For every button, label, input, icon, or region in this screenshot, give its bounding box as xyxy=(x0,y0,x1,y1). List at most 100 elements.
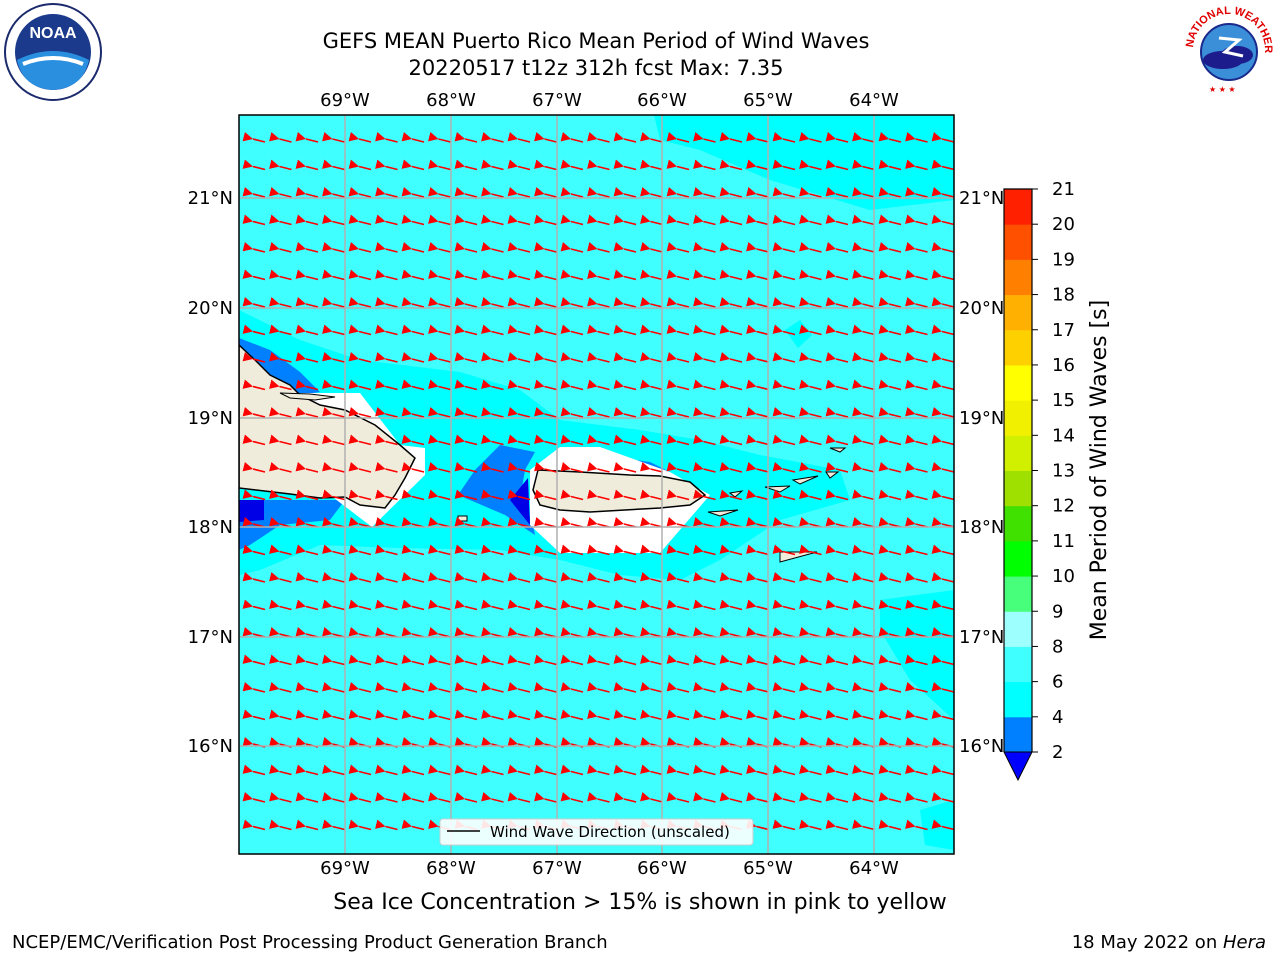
wind-arrow xyxy=(878,214,902,226)
wind-arrow xyxy=(348,352,372,363)
wind-arrow xyxy=(428,187,451,198)
wind-arrow xyxy=(772,269,796,281)
wind-arrow xyxy=(348,297,372,308)
wind-arrow xyxy=(269,709,292,721)
wind-arrow xyxy=(269,654,292,666)
wind-arrow xyxy=(269,324,292,336)
wind-arrow xyxy=(640,269,663,281)
wind-arrow xyxy=(322,709,345,721)
wind-arrow xyxy=(242,462,266,473)
wind-arrow xyxy=(719,462,743,473)
wind-arrow xyxy=(799,352,822,363)
wind-arrow xyxy=(481,379,504,391)
colorbar-tick-label: 13 xyxy=(1052,461,1075,482)
wind-arrow xyxy=(905,462,928,473)
wind-arrow xyxy=(931,599,954,611)
wind-arrow xyxy=(772,379,796,391)
wind-arrow xyxy=(428,297,451,308)
wind-arrow xyxy=(269,242,292,253)
hispaniola-land xyxy=(239,343,416,509)
wind-arrow xyxy=(295,187,319,198)
colorbar-segment xyxy=(1004,576,1032,612)
wind-arrow xyxy=(587,297,610,308)
wind-arrow xyxy=(719,187,743,198)
wind-arrow xyxy=(587,187,610,198)
wind-arrow xyxy=(560,242,584,253)
wind-arrow xyxy=(931,819,954,831)
wind-arrow xyxy=(693,572,716,583)
wind-arrow xyxy=(560,462,584,473)
wind-arrow xyxy=(746,682,769,693)
wind-arrow xyxy=(242,297,266,308)
wind-arrow xyxy=(375,159,398,171)
wind-arrow xyxy=(401,819,425,831)
wind-arrow xyxy=(746,462,769,473)
wind-arrow xyxy=(587,709,610,721)
wind-arrow xyxy=(507,572,531,583)
wind-arrow xyxy=(375,269,398,281)
wind-arrow xyxy=(534,159,557,171)
wind-arrow xyxy=(772,214,796,226)
wind-arrow xyxy=(878,297,902,308)
wind-arrow xyxy=(852,159,875,171)
wind-arrow xyxy=(269,269,292,281)
lon-label: 67°W xyxy=(532,858,582,879)
wind-arrow xyxy=(640,352,663,363)
wind-arrow xyxy=(401,187,425,198)
colorbar-tick-label: 2 xyxy=(1052,742,1063,763)
wind-arrow xyxy=(613,654,637,666)
wind-arrow xyxy=(375,709,398,721)
wind-arrow xyxy=(799,792,822,803)
wind-arrow xyxy=(242,324,266,336)
wind-arrow xyxy=(825,489,849,501)
wind-arrow xyxy=(587,242,610,253)
wind-arrow xyxy=(931,792,954,803)
wind-arrow xyxy=(878,379,902,391)
noaa-logo: NOAA xyxy=(4,3,102,101)
wind-arrow xyxy=(878,269,902,281)
wind-arrow xyxy=(428,489,451,501)
wind-arrow xyxy=(481,792,504,803)
wind-arrow xyxy=(825,187,849,198)
wind-arrow xyxy=(693,599,716,611)
lat-label: 16°N xyxy=(188,736,233,757)
wind-arrow xyxy=(905,379,928,391)
wind-arrow xyxy=(825,214,849,226)
wind-arrow xyxy=(825,132,849,143)
wind-arrow xyxy=(295,792,319,803)
wind-arrow xyxy=(242,819,266,831)
wind-arrow xyxy=(348,764,372,776)
wind-arrow xyxy=(905,407,928,418)
wind-arrow xyxy=(348,462,372,473)
wind-arrow xyxy=(772,242,796,253)
wind-arrow xyxy=(507,489,531,501)
wind-arrow xyxy=(454,324,478,336)
wind-arrow xyxy=(454,242,478,253)
wind-arrow xyxy=(799,297,822,308)
wind-arrow xyxy=(613,379,637,391)
lat-label: 18°N xyxy=(188,517,233,538)
wind-arrow xyxy=(534,379,557,391)
wind-arrow xyxy=(454,407,478,418)
lon-label: 64°W xyxy=(849,90,899,111)
wind-arrow xyxy=(507,132,531,143)
wind-arrow xyxy=(799,242,822,253)
wind-arrow xyxy=(401,544,425,556)
wind-arrow xyxy=(375,599,398,611)
wind-arrow xyxy=(534,462,557,473)
wind-arrow xyxy=(322,214,345,226)
wind-arrow xyxy=(693,159,716,171)
wind-arrow xyxy=(825,434,849,446)
footer-credit: NCEP/EMC/Verification Post Processing Pr… xyxy=(12,932,608,953)
wind-arrow xyxy=(375,682,398,693)
wind-arrow xyxy=(799,462,822,473)
footer-date: 18 May 2022 on Hera xyxy=(1072,932,1266,953)
wind-arrow xyxy=(905,187,928,198)
wind-arrow xyxy=(878,159,902,171)
wind-arrow xyxy=(772,297,796,308)
wind-arrow xyxy=(269,434,292,446)
colorbar-segment xyxy=(1004,400,1032,436)
colorbar-segment xyxy=(1004,224,1032,260)
wind-arrow xyxy=(269,764,292,776)
